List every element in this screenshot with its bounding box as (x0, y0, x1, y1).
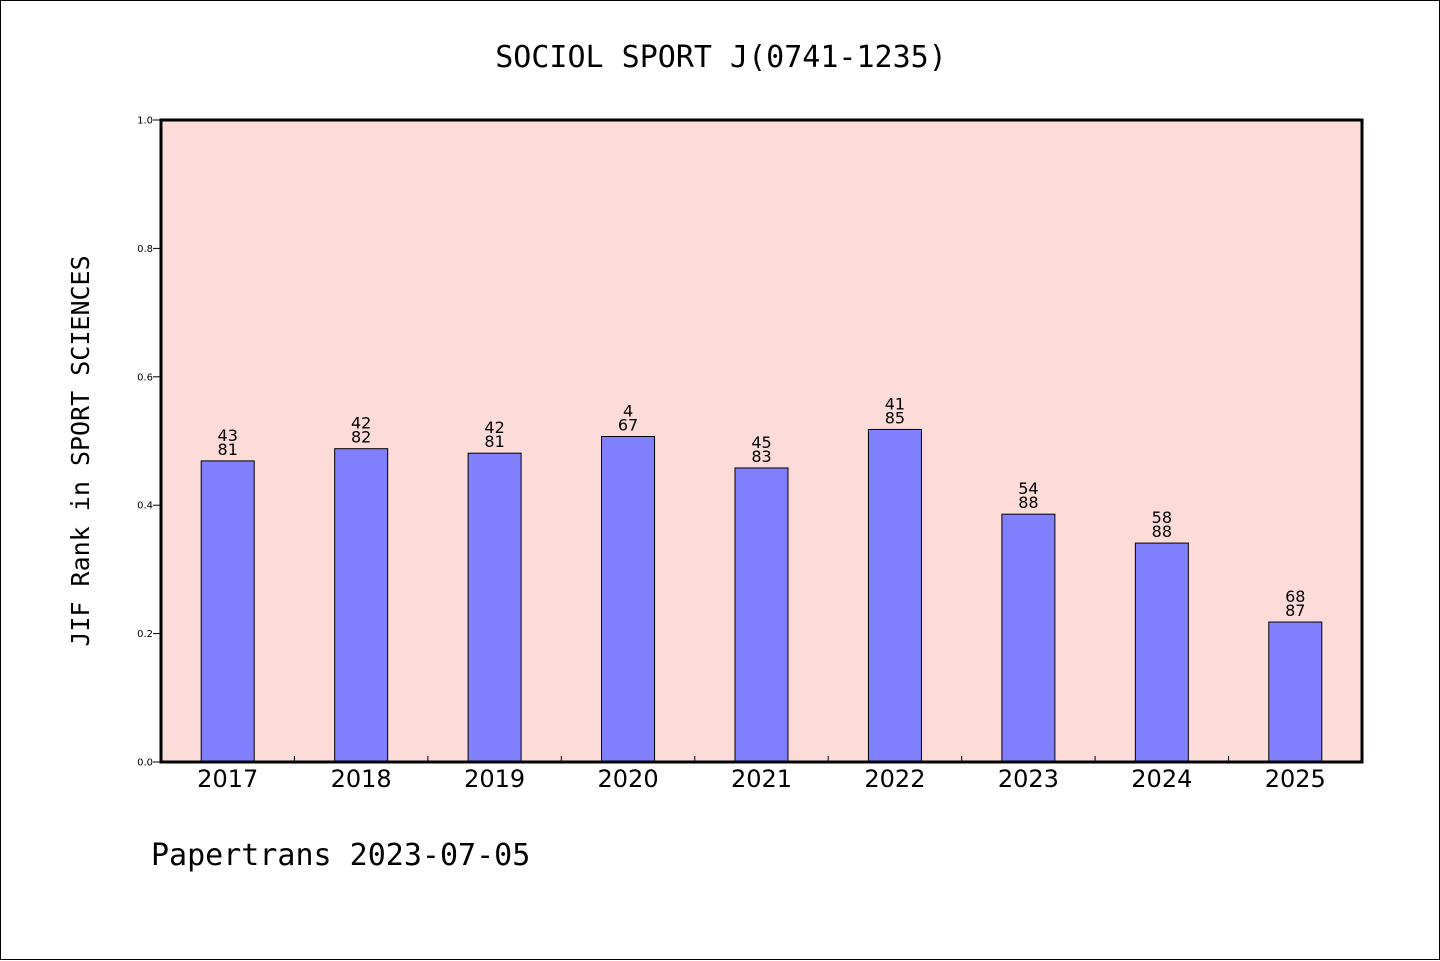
bar-rank-label: 4 (623, 402, 633, 421)
x-tick-label: 2019 (464, 765, 525, 793)
bar-rank-label: 42 (351, 414, 371, 433)
bar-2024 (1134, 542, 1189, 763)
bar-2018 (334, 448, 389, 763)
x-tick-label: 2018 (331, 765, 392, 793)
bar-2019 (467, 452, 522, 763)
bar-rank-label: 41 (885, 394, 905, 413)
bar-total-label: 85 (885, 408, 905, 427)
bar-total-label: 81 (484, 432, 504, 451)
bar-rank-label: 43 (218, 426, 238, 445)
bar-2023 (1001, 513, 1056, 763)
bars-group (200, 428, 1323, 763)
bar-rank-label: 42 (484, 418, 504, 437)
x-tick-label: 2020 (598, 765, 659, 793)
footer-text: Papertrans 2023-07-05 (151, 838, 530, 873)
bar-2022 (867, 428, 922, 763)
y-tick-label: 0.0 (137, 758, 153, 769)
y-tick-label: 0.4 (137, 501, 153, 512)
bar-total-label: 81 (218, 440, 238, 459)
plot-border (159, 118, 1364, 764)
x-tick-label: 2023 (998, 765, 1059, 793)
x-tick-label: 2017 (197, 765, 258, 793)
x-tick-label: 2021 (731, 765, 792, 793)
chart-title: SOCIOL SPORT J(0741-1235) (495, 40, 947, 75)
bar-2025 (1268, 621, 1323, 763)
bar-rank-label: 45 (751, 433, 771, 452)
x-tick-label: 2025 (1265, 765, 1326, 793)
bar-rank-label: 58 (1152, 508, 1172, 527)
bar-total-label: 87 (1285, 601, 1305, 620)
bar-2017 (200, 460, 255, 763)
y-tick-label: 0.8 (137, 244, 153, 255)
x-axis-ticks: 2017 2018 2019 2020 2021 2022 2023 2024 2025 (197, 756, 1326, 793)
bar-2020 (601, 436, 656, 763)
y-tick-label: 0.2 (137, 629, 153, 640)
y-tick-label: 1.0 (137, 116, 153, 127)
y-axis-ticks: 0.0 0.2 0.4 0.6 0.8 1.0 (137, 116, 161, 769)
bar-total-label: 88 (1152, 522, 1172, 541)
x-tick-label: 2022 (864, 765, 925, 793)
y-axis-label: JIF Rank in SPORT SCIENCES (66, 255, 95, 646)
bar-rank-label: 54 (1018, 479, 1038, 498)
bar-total-label: 67 (618, 416, 638, 435)
y-tick-label: 0.6 (137, 372, 153, 383)
bar-rank-label: 68 (1285, 587, 1305, 606)
bar-total-label: 88 (1018, 493, 1038, 512)
bar-total-label: 83 (751, 447, 771, 466)
bar-total-label: 82 (351, 428, 371, 447)
x-tick-label: 2024 (1131, 765, 1192, 793)
bar-2021 (734, 467, 789, 763)
